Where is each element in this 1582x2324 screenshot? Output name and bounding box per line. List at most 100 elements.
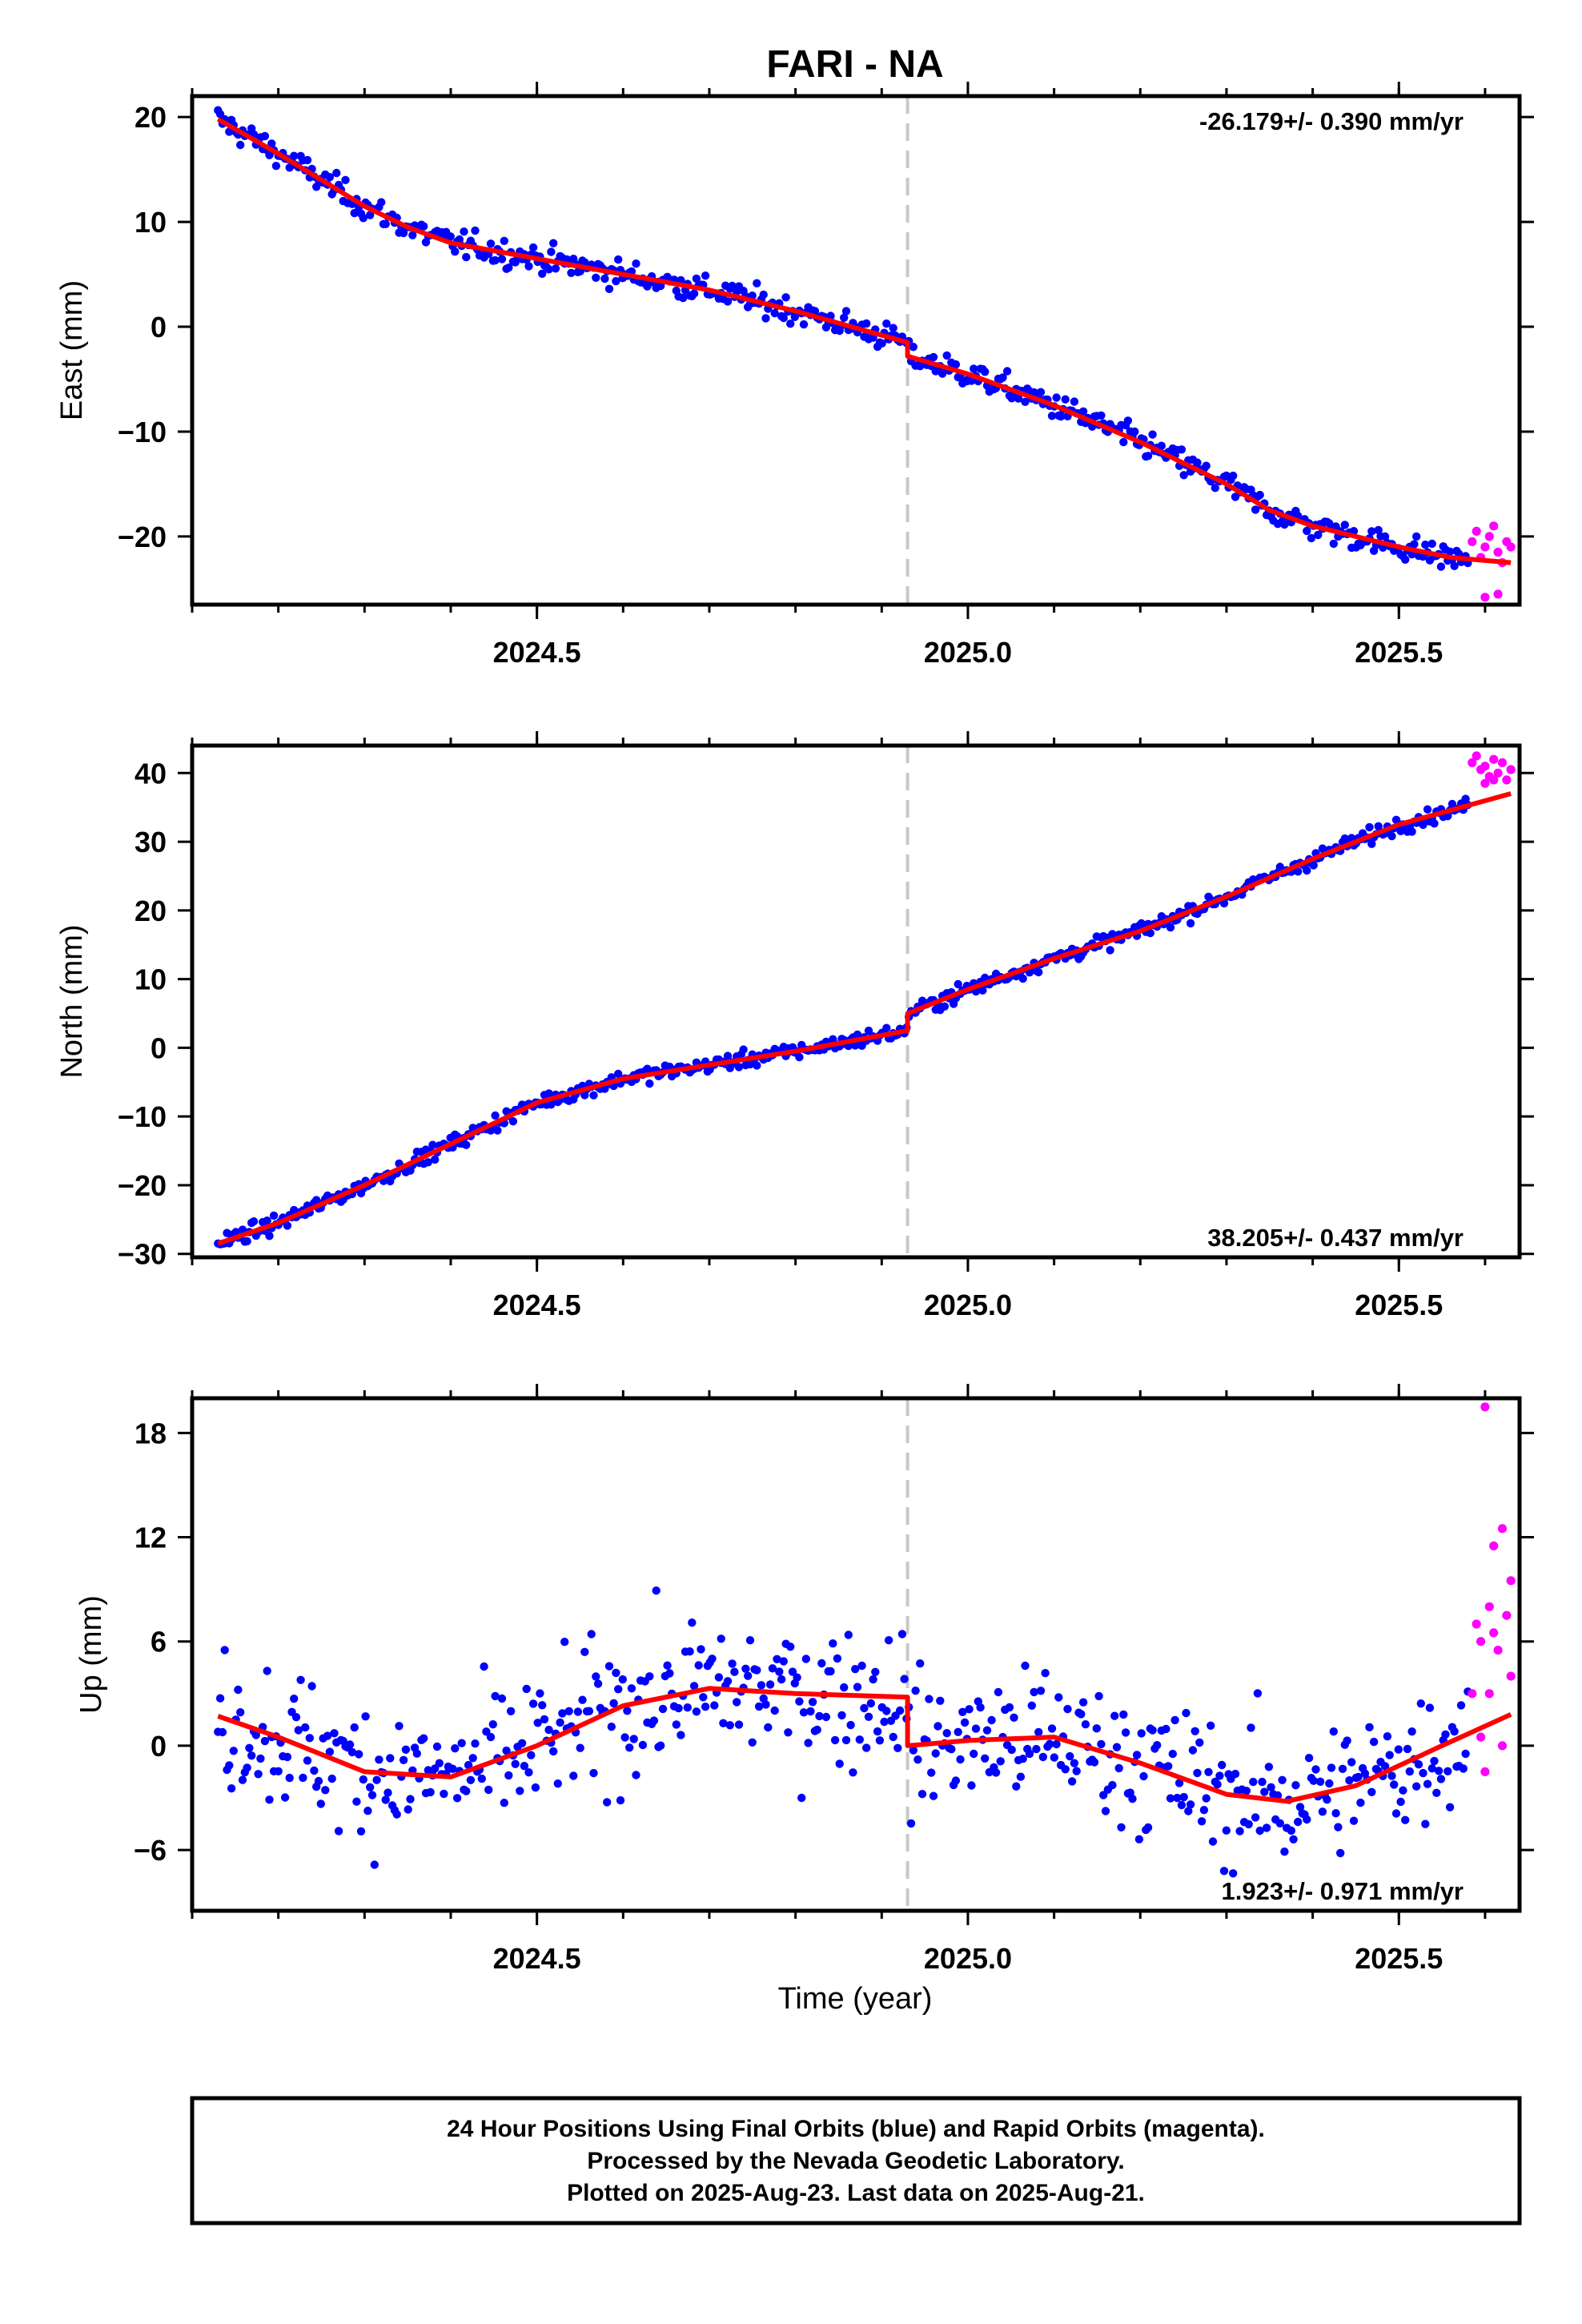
final-point <box>593 1679 603 1688</box>
final-point <box>1219 899 1229 908</box>
final-point <box>996 1757 1005 1766</box>
final-point <box>757 1681 766 1690</box>
final-point <box>934 1722 942 1731</box>
final-point <box>538 1701 547 1710</box>
final-point <box>1128 1795 1137 1803</box>
final-point <box>1445 547 1455 556</box>
final-point <box>860 1703 869 1713</box>
final-point <box>486 1732 496 1742</box>
final-point <box>1018 974 1027 983</box>
final-point <box>900 1675 909 1683</box>
final-point <box>779 1657 788 1666</box>
final-point <box>688 1618 697 1627</box>
final-point <box>739 1045 748 1054</box>
y-tick-label: −6 <box>134 1834 167 1867</box>
final-point <box>589 1091 598 1100</box>
rapid-point <box>1489 754 1499 764</box>
final-point <box>1412 532 1421 541</box>
final-point <box>947 1745 956 1754</box>
final-point <box>1014 394 1023 403</box>
final-point <box>1432 1788 1441 1797</box>
final-point <box>271 162 281 171</box>
final-point <box>745 1059 755 1069</box>
final-point <box>274 1767 283 1775</box>
final-point <box>1403 1744 1412 1754</box>
rapid-point <box>1480 1402 1490 1412</box>
final-point <box>1280 1848 1289 1856</box>
final-point <box>685 1647 694 1656</box>
rapid-point <box>1489 1628 1499 1638</box>
x-tick-label: 2025.5 <box>1355 1289 1443 1321</box>
final-point <box>399 228 408 238</box>
final-point <box>383 1788 392 1797</box>
final-point <box>466 1775 476 1784</box>
final-point <box>1025 1749 1034 1759</box>
final-point <box>1067 1777 1077 1786</box>
final-point <box>801 1655 810 1663</box>
final-point <box>1047 1724 1057 1733</box>
final-point <box>367 1791 377 1799</box>
final-point <box>829 1639 837 1648</box>
final-point <box>1094 1691 1103 1701</box>
y-tick-label: 10 <box>135 963 167 996</box>
final-point <box>808 1698 817 1707</box>
final-point <box>1099 1791 1108 1799</box>
final-point <box>1081 1720 1090 1729</box>
final-point <box>1289 1835 1298 1844</box>
final-point <box>851 1665 860 1674</box>
final-point <box>829 1035 837 1043</box>
final-point <box>674 1703 683 1713</box>
final-point <box>291 1713 301 1722</box>
final-point <box>1380 1762 1390 1771</box>
y-tick-label: −20 <box>118 521 167 553</box>
final-point <box>1383 1732 1392 1741</box>
final-point <box>404 1805 412 1814</box>
final-point <box>462 252 471 262</box>
final-point <box>401 1745 411 1754</box>
final-point <box>549 1747 558 1756</box>
plot-frame <box>190 94 1522 607</box>
final-point <box>1170 1715 1179 1725</box>
final-point <box>399 1755 408 1764</box>
x-axis-label: Time (year) <box>778 1982 933 2016</box>
final-point <box>506 1707 516 1715</box>
rapid-point <box>1493 547 1503 557</box>
final-point <box>1034 1727 1043 1737</box>
final-point <box>245 1743 254 1752</box>
final-point <box>1121 1728 1130 1737</box>
final-point <box>1119 437 1128 447</box>
final-point <box>1340 834 1350 843</box>
final-point <box>462 1140 471 1149</box>
plot-frame <box>190 743 1522 1260</box>
final-point <box>1211 484 1220 493</box>
final-point <box>781 293 790 302</box>
final-point <box>1423 1779 1432 1788</box>
x-tick-label: 2025.5 <box>1355 1942 1443 1975</box>
final-point <box>1018 1755 1027 1763</box>
final-point <box>1318 1807 1327 1816</box>
figure-title: FARI - NA <box>766 43 943 86</box>
final-point <box>909 343 918 352</box>
final-point <box>862 1743 871 1752</box>
final-point <box>614 255 623 264</box>
final-point <box>911 1687 920 1695</box>
rapid-point <box>1468 1689 1477 1699</box>
rapid-point <box>1480 542 1490 552</box>
final-point <box>994 1687 1003 1697</box>
final-point <box>1132 1751 1142 1759</box>
final-point <box>1414 1760 1423 1769</box>
rapid-point <box>1493 589 1503 599</box>
final-point <box>265 1795 274 1804</box>
final-point <box>806 1707 815 1716</box>
final-point <box>1056 412 1066 421</box>
final-point <box>607 1723 616 1731</box>
final-point <box>316 1799 325 1808</box>
final-point <box>862 319 871 328</box>
rate-annotation: 1.923+/- 0.971 mm/yr <box>1222 1877 1464 1905</box>
final-point <box>236 140 245 150</box>
final-point <box>215 1694 225 1703</box>
final-point <box>1247 1723 1255 1732</box>
rapid-point <box>1497 1524 1508 1534</box>
final-point <box>1390 1780 1399 1789</box>
final-point <box>1195 1738 1204 1747</box>
